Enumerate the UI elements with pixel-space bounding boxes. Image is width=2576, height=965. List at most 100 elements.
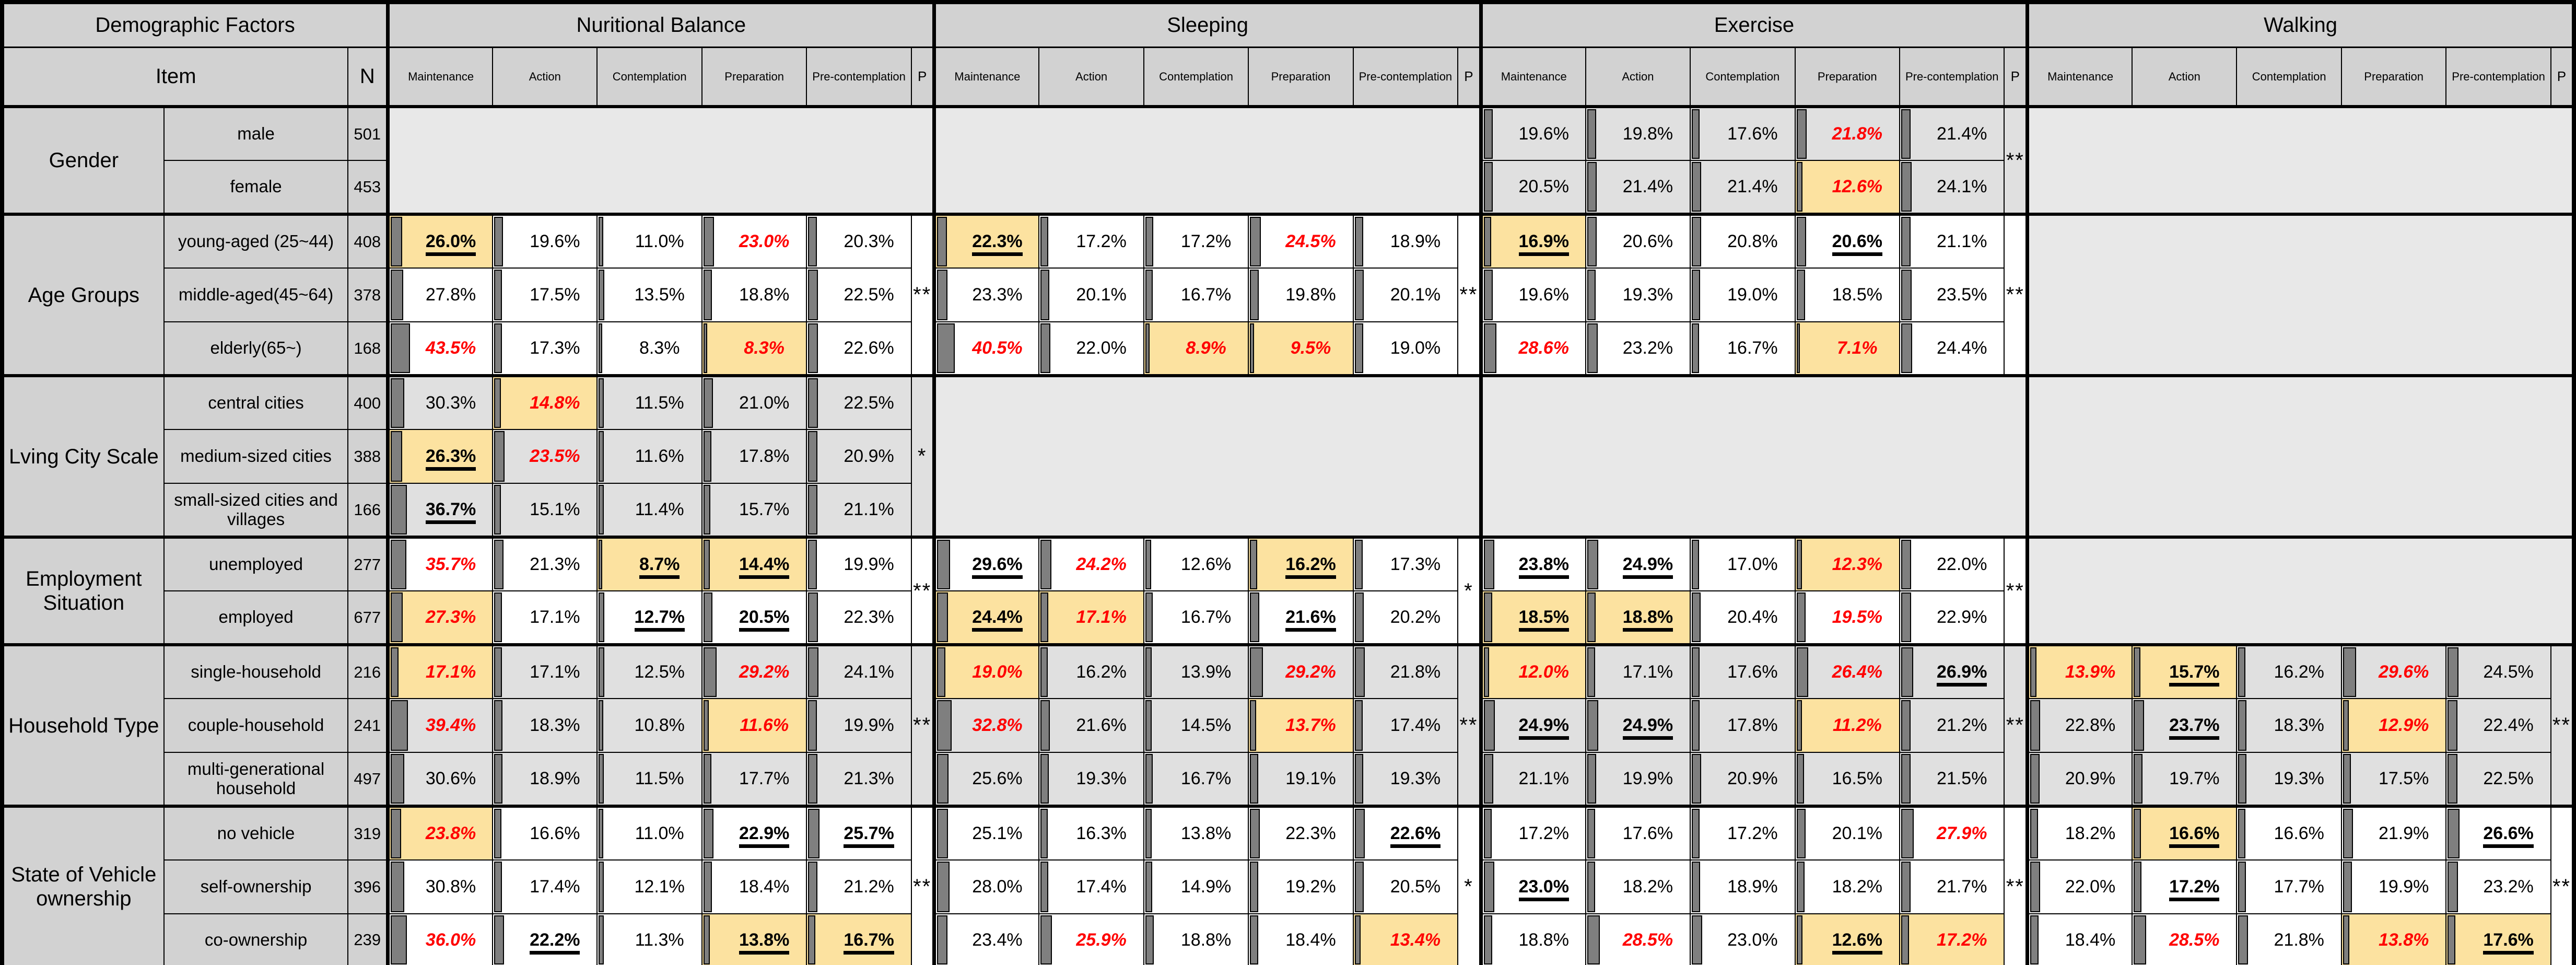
- value-cell: 27.8%: [386, 268, 494, 322]
- p-header: P: [1457, 46, 1482, 108]
- value-cell: 23.5%: [1899, 268, 2005, 322]
- value-cell: 13.8%: [2340, 913, 2447, 965]
- n-cell: 400: [347, 374, 389, 430]
- value-cell: 17.8%: [701, 429, 807, 484]
- value-text: 23.5%: [1937, 285, 1987, 305]
- empty-region: [386, 105, 935, 215]
- value-cell: 23.8%: [386, 805, 494, 861]
- p-value: **: [2550, 643, 2575, 807]
- value-bar: [1354, 809, 1365, 858]
- value-cell: 28.0%: [932, 859, 1040, 914]
- value-text: 19.6%: [530, 231, 580, 251]
- empty-region: [2025, 105, 2575, 215]
- value-text: 19.0%: [1727, 285, 1778, 305]
- value-bar: [1484, 700, 1495, 751]
- value-text: 18.8%: [1622, 607, 1673, 632]
- value-text: 22.3%: [844, 607, 894, 627]
- value-bar: [1484, 862, 1494, 912]
- value-text: 11.0%: [635, 823, 684, 843]
- value-bar: [1145, 270, 1153, 320]
- value-text: 26.6%: [2483, 823, 2534, 848]
- value-text: 24.1%: [844, 662, 894, 682]
- empty-region: [1479, 374, 2028, 538]
- value-text: 16.5%: [1832, 769, 1882, 788]
- value-bar: [1354, 915, 1361, 964]
- value-bar: [599, 915, 604, 964]
- value-bar: [1145, 217, 1153, 266]
- value-text: 17.8%: [739, 446, 790, 466]
- value-text: 13.9%: [1180, 662, 1232, 682]
- value-cell: 19.9%: [1585, 752, 1691, 807]
- value-text: 24.4%: [1937, 338, 1987, 358]
- header-row-groups: Demographic Factors Nuritional Balance Sle…: [2, 2, 2575, 48]
- value-cell: 22.5%: [806, 374, 912, 430]
- table-row: middle-aged(45~64) 378 27.8% 17.5% 13.5% 18.8…: [2, 268, 2574, 322]
- stage-header: Contemplation: [596, 46, 702, 108]
- stage-header: Maintenance: [1479, 46, 1586, 108]
- value-bar: [494, 270, 502, 320]
- value-bar: [938, 540, 951, 589]
- value-bar: [703, 862, 712, 912]
- value-text: 20.1%: [1832, 823, 1882, 843]
- value-bar: [1587, 700, 1598, 751]
- value-bar: [1692, 110, 1700, 159]
- item-header: Item: [1, 46, 349, 108]
- value-text: 20.5%: [1518, 177, 1569, 196]
- value-cell: 16.3%: [1038, 805, 1144, 861]
- value-bar: [703, 915, 710, 964]
- value-cell: 17.1%: [386, 643, 494, 699]
- value-bar: [494, 915, 505, 964]
- p-header: P: [2550, 46, 2575, 108]
- value-bar: [1484, 110, 1493, 159]
- value-text: 21.6%: [1076, 715, 1127, 735]
- value-text: 17.6%: [2483, 929, 2534, 955]
- value-text: 11.0%: [635, 231, 684, 251]
- value-cell: 19.9%: [806, 536, 912, 591]
- value-cell: 15.1%: [492, 483, 598, 538]
- value-bar: [1250, 592, 1260, 642]
- table-row: Employment Situation unemployed 277 35.7% 21…: [2, 536, 2575, 645]
- value-cell: 26.9%: [1899, 643, 2005, 699]
- value-text: 17.5%: [2378, 769, 2429, 788]
- value-bar: [494, 379, 501, 428]
- value-bar: [808, 217, 817, 266]
- value-bar: [494, 862, 502, 912]
- value-cell: 16.7%: [1143, 752, 1249, 807]
- stage-header: Contemplation: [1690, 46, 1796, 108]
- value-cell: 19.8%: [1248, 268, 1354, 322]
- value-text: 18.9%: [1390, 231, 1441, 251]
- value-bar: [1901, 270, 1912, 320]
- empty-region: [2025, 536, 2575, 645]
- value-bar: [1692, 592, 1701, 642]
- value-bar: [2031, 700, 2041, 751]
- n-cell: 497: [347, 752, 389, 807]
- value-cell: 43.5%: [386, 321, 494, 376]
- value-cell: 22.4%: [2445, 698, 2551, 753]
- value-cell: 26.6%: [2445, 805, 2551, 861]
- value-cell: 17.6%: [1690, 105, 1796, 161]
- table-row: medium-sized cities 388 26.3% 23.5% 11.6% 17.…: [2, 429, 2574, 484]
- value-text: 14.5%: [1180, 715, 1232, 735]
- value-text: 17.2%: [1076, 231, 1127, 251]
- value-bar: [703, 540, 710, 589]
- value-cell: 24.9%: [1479, 698, 1586, 753]
- value-cell: 22.6%: [1352, 805, 1459, 861]
- value-text: 28.5%: [2169, 929, 2220, 950]
- value-cell: 17.2%: [1690, 805, 1796, 861]
- value-bar: [808, 379, 818, 428]
- value-cell: 12.1%: [596, 859, 702, 914]
- value-bar: [1796, 592, 1806, 642]
- value-cell: 21.6%: [1248, 590, 1354, 645]
- stage-header: Action: [492, 46, 598, 108]
- value-bar: [1040, 270, 1050, 320]
- value-bar: [1901, 323, 1912, 373]
- value-text: 17.1%: [530, 607, 580, 627]
- value-cell: 14.4%: [701, 536, 807, 591]
- value-cell: 23.0%: [1479, 859, 1586, 914]
- value-bar: [1901, 700, 1911, 751]
- value-cell: 27.9%: [1899, 805, 2005, 861]
- n-cell: 501: [347, 105, 389, 161]
- value-cell: 23.7%: [2132, 698, 2238, 753]
- value-bar: [2343, 862, 2352, 912]
- value-bar: [1354, 540, 1363, 589]
